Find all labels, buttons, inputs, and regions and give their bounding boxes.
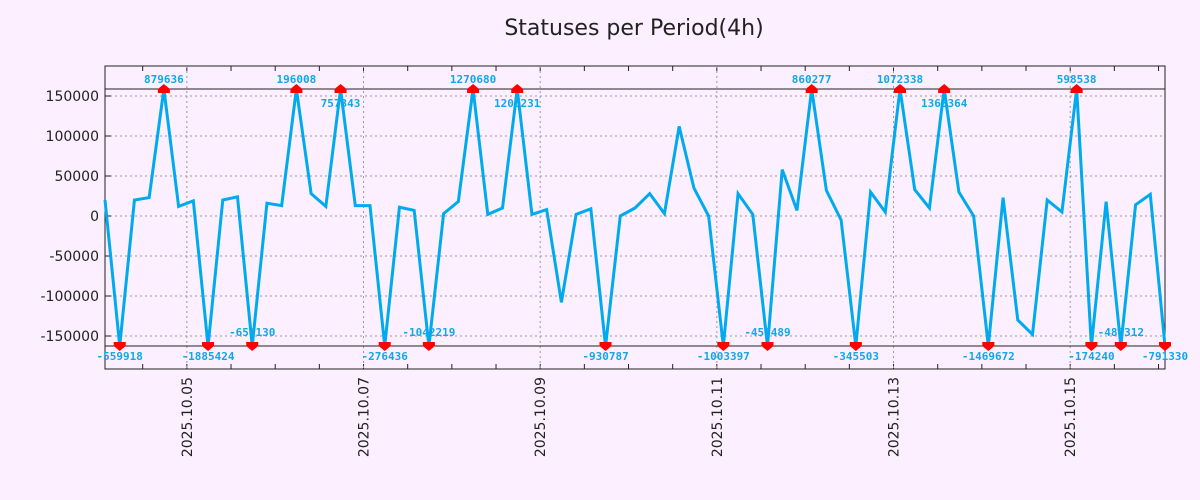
clip-marker-high — [467, 84, 480, 93]
clip-marker-low — [761, 342, 774, 351]
y-tick-label: -100000 — [41, 289, 100, 305]
data-label: 1363364 — [921, 97, 968, 110]
data-label: -453489 — [744, 326, 790, 339]
data-label: -559918 — [97, 350, 143, 363]
y-tick-label: 50000 — [54, 169, 99, 185]
data-label: 879636 — [144, 73, 184, 86]
x-tick-label: 2025.10.11 — [710, 377, 726, 457]
clip-marker-low — [246, 342, 259, 351]
clip-marker-high — [805, 84, 818, 93]
data-label: 1072338 — [877, 73, 923, 86]
x-tick-label: 2025.10.09 — [533, 377, 549, 457]
data-label: -276436 — [362, 350, 409, 363]
x-tick-label: 2025.10.15 — [1063, 377, 1079, 457]
data-label: -1885424 — [182, 350, 235, 363]
data-label: -930787 — [582, 350, 628, 363]
data-label: -345503 — [833, 350, 879, 363]
clip-marker-low — [422, 342, 435, 351]
clip-marker-high — [290, 84, 303, 93]
clip-marker-low — [113, 342, 126, 351]
clip-marker-low — [982, 342, 995, 351]
data-label: -654130 — [229, 326, 275, 339]
y-tick-label: 100000 — [46, 129, 99, 145]
y-tick-label: 150000 — [46, 89, 99, 105]
chart-title: Statuses per Period(4h) — [504, 16, 764, 41]
clip-marker-high — [334, 84, 347, 93]
y-tick-label: -50000 — [49, 249, 99, 265]
clip-marker-low — [1159, 342, 1171, 351]
clip-marker-low — [599, 342, 612, 351]
clip-marker-low — [717, 342, 730, 351]
clip-marker-high — [511, 84, 524, 93]
data-label: -1042219 — [402, 326, 455, 339]
clip-marker-high — [157, 84, 170, 93]
data-label: 598538 — [1057, 73, 1097, 86]
y-tick-label: -150000 — [41, 329, 100, 345]
clip-marker-low — [849, 342, 862, 351]
x-tick-label: 2025.10.05 — [180, 377, 196, 457]
clip-marker-low — [202, 342, 215, 351]
clip-marker-low — [378, 342, 391, 351]
x-tick-label: 2025.10.13 — [887, 377, 903, 457]
data-label: 757343 — [321, 97, 361, 110]
data-label: -1469672 — [962, 350, 1015, 363]
clip-marker-high — [938, 84, 951, 93]
data-label: 1270680 — [450, 73, 496, 86]
data-label: -489312 — [1098, 326, 1144, 339]
clip-marker-low — [1114, 342, 1127, 351]
data-label: 1208231 — [494, 97, 541, 110]
y-tick-label: 0 — [90, 209, 99, 225]
x-tick-label: 2025.10.07 — [357, 377, 373, 457]
clip-marker-high — [894, 84, 906, 93]
data-label: 860277 — [792, 73, 832, 86]
clip-marker-high — [1070, 84, 1083, 93]
data-label: -1003397 — [697, 350, 750, 363]
data-label: 196008 — [277, 73, 317, 86]
plot-frame — [104, 65, 1166, 370]
data-label: -791330 — [1142, 350, 1188, 363]
clip-marker-low — [1085, 342, 1098, 351]
data-label: -174240 — [1068, 350, 1114, 363]
